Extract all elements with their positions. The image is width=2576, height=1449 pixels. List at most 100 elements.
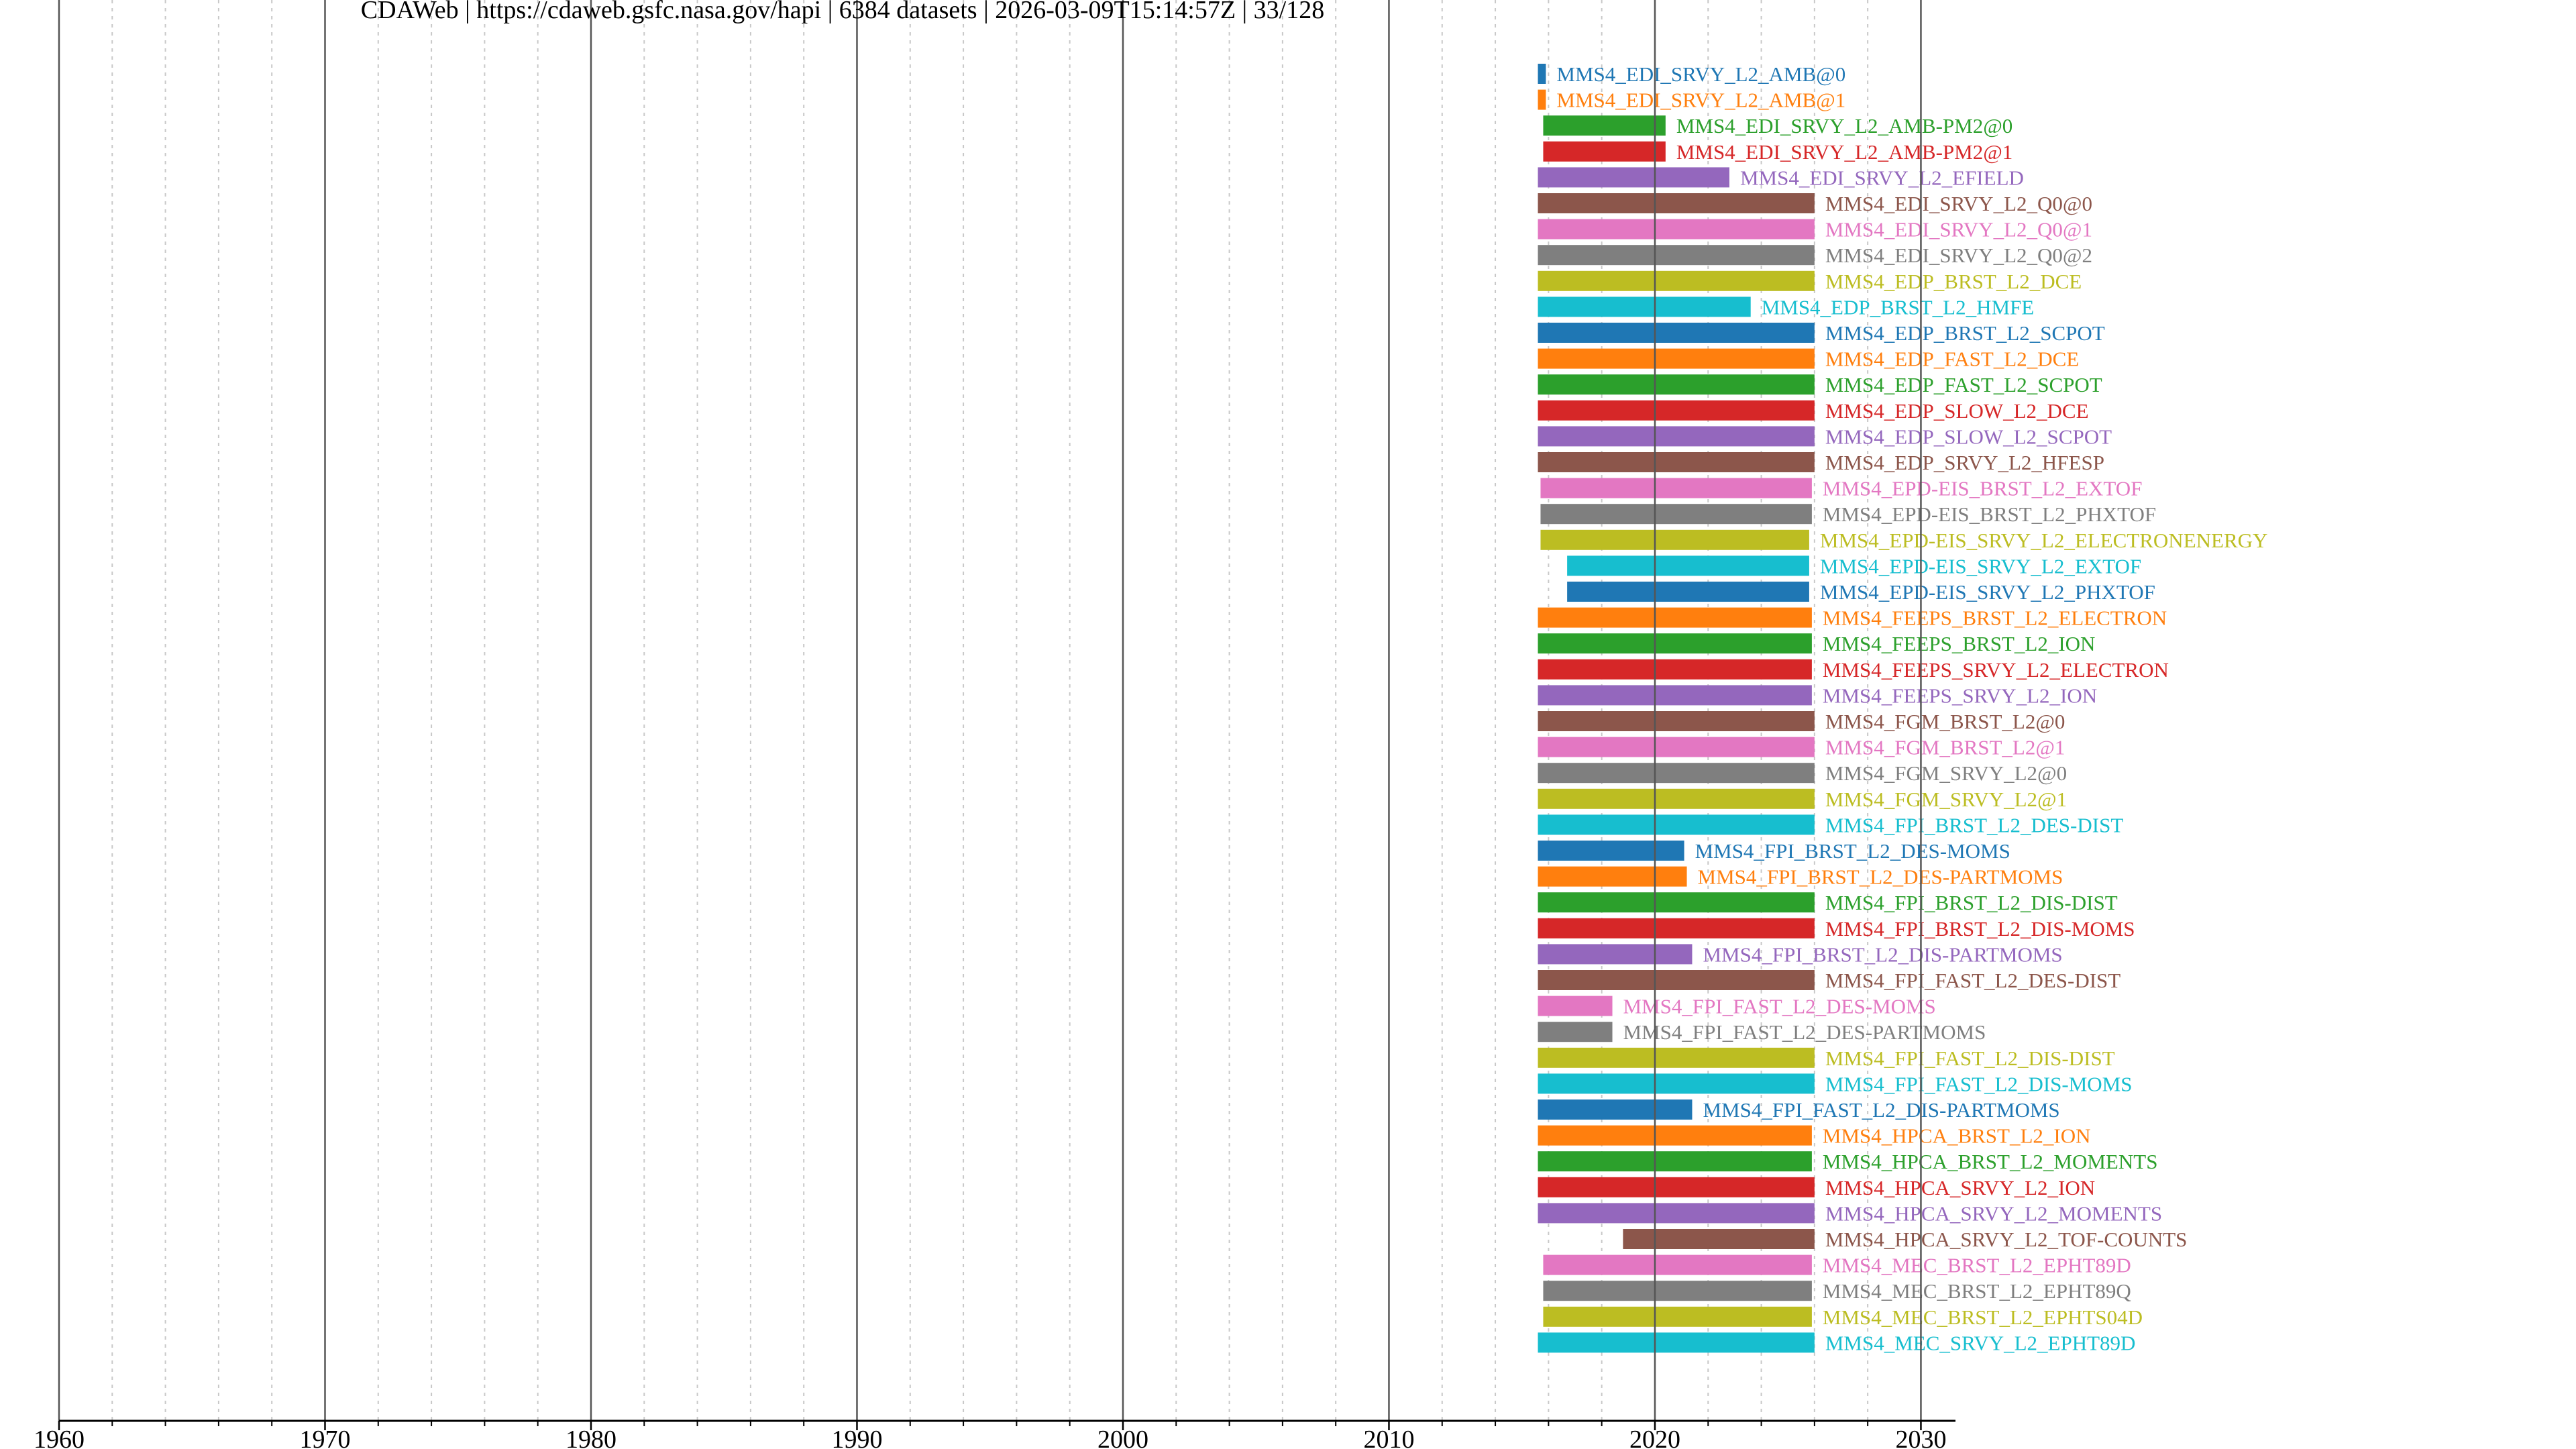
timeline-bar <box>1538 374 1815 395</box>
bar-label: MMS4_FPI_FAST_L2_DIS-DIST <box>1825 1046 2115 1070</box>
timeline-bar <box>1540 504 1812 525</box>
timeline-bar <box>1538 970 1815 990</box>
bar-labels: MMS4_EDI_SRVY_L2_AMB@0 MMS4_EDI_SRVY_L2_A… <box>1556 62 2267 1354</box>
timeline-bar <box>1538 711 1815 731</box>
timeline-bar <box>1538 737 1815 757</box>
bar-label: MMS4_MEC_BRST_L2_EPHTS04D <box>1823 1305 2143 1329</box>
bar-label: MMS4_FEEPS_BRST_L2_ION <box>1823 632 2096 655</box>
timeline-bar <box>1543 1306 1812 1327</box>
bar-label: MMS4_EDI_SRVY_L2_EFIELD <box>1740 166 2024 189</box>
timeline-bar <box>1538 89 1546 110</box>
bar-label: MMS4_FPI_FAST_L2_DIS-MOMS <box>1825 1072 2133 1095</box>
bar-label: MMS4_FPI_FAST_L2_DES-PARTMOMS <box>1623 1020 1986 1044</box>
timeline-bar <box>1538 866 1687 887</box>
timeline-bar <box>1540 478 1812 498</box>
x-tick-label: 2030 <box>1895 1426 1946 1449</box>
x-axis: 1960 1970 1980 1990 2000 2010 2020 2030 <box>34 0 1955 1449</box>
bar-label: MMS4_FGM_BRST_L2@1 <box>1825 736 2065 759</box>
bar-label: MMS4_EDP_FAST_L2_SCPOT <box>1825 373 2102 396</box>
timeline-bar <box>1543 1281 1812 1301</box>
timeline-bar <box>1538 841 1684 861</box>
timeline-bar <box>1538 167 1729 188</box>
timeline-bar <box>1538 1151 1812 1172</box>
bar-label: MMS4_FEEPS_BRST_L2_ELECTRON <box>1823 606 2167 630</box>
timeline-bar <box>1538 270 1815 291</box>
timeline-bar <box>1538 1203 1815 1224</box>
bar-label: MMS4_HPCA_SRVY_L2_TOF-COUNTS <box>1825 1228 2188 1251</box>
timeline-bar <box>1538 193 1815 213</box>
timeline-bar <box>1538 219 1815 239</box>
x-tick-label: 2010 <box>1363 1426 1414 1449</box>
timeline-bar <box>1543 1254 1812 1275</box>
timeline-bar <box>1538 297 1751 317</box>
bar-label: MMS4_FPI_BRST_L2_DIS-PARTMOMS <box>1703 943 2062 966</box>
timeline-bar <box>1538 607 1812 628</box>
bar-label: MMS4_EDI_SRVY_L2_Q0@2 <box>1825 244 2092 267</box>
bar-label: MMS4_EDP_SLOW_L2_DCE <box>1825 399 2089 423</box>
timeline-bar <box>1543 141 1666 162</box>
bar-label: MMS4_EPD-EIS_BRST_L2_EXTOF <box>1823 477 2143 500</box>
bar-label: MMS4_FPI_FAST_L2_DES-MOMS <box>1623 995 1936 1018</box>
timeline-bar <box>1538 685 1812 706</box>
bar-label: MMS4_FPI_FAST_L2_DIS-PARTMOMS <box>1703 1098 2059 1122</box>
timeline-bar <box>1538 918 1815 938</box>
bar-label: MMS4_EDI_SRVY_L2_Q0@0 <box>1825 192 2092 215</box>
bar-label: MMS4_EPD-EIS_BRST_L2_PHXTOF <box>1823 502 2156 526</box>
bar-label: MMS4_FPI_BRST_L2_DIS-MOMS <box>1825 917 2135 941</box>
timeline-bar <box>1538 659 1812 680</box>
bar-label: MMS4_MEC_SRVY_L2_EPHT89D <box>1825 1331 2136 1354</box>
chart-title: CDAWeb | https://cdaweb.gsfc.nasa.gov/ha… <box>361 0 1324 24</box>
timeline-bar <box>1538 1125 1812 1146</box>
bar-label: MMS4_FGM_BRST_L2@0 <box>1825 710 2065 733</box>
bar-label: MMS4_EDP_FAST_L2_DCE <box>1825 347 2079 371</box>
bars <box>1538 64 1815 1353</box>
timeline-bar <box>1567 582 1809 602</box>
bar-label: MMS4_EDI_SRVY_L2_AMB-PM2@0 <box>1676 114 2012 138</box>
bar-label: MMS4_EPD-EIS_SRVY_L2_ELECTRONENERGY <box>1820 529 2267 552</box>
bar-label: MMS4_EDI_SRVY_L2_Q0@1 <box>1825 218 2092 241</box>
timeline-bar <box>1538 426 1815 447</box>
bar-label: MMS4_FPI_BRST_L2_DES-MOMS <box>1695 839 2010 863</box>
bar-label: MMS4_HPCA_BRST_L2_ION <box>1823 1124 2091 1148</box>
timeline-bar <box>1538 452 1815 472</box>
timeline-bar <box>1623 1229 1815 1249</box>
bar-label: MMS4_EPD-EIS_SRVY_L2_EXTOF <box>1820 554 2141 578</box>
bar-label: MMS4_FPI_FAST_L2_DES-DIST <box>1825 969 2121 992</box>
bar-label: MMS4_HPCA_SRVY_L2_MOMENTS <box>1825 1201 2162 1225</box>
timeline-bar <box>1538 245 1815 266</box>
bar-label: MMS4_MEC_BRST_L2_EPHT89Q <box>1823 1279 2131 1303</box>
bar-label: MMS4_FEEPS_SRVY_L2_ION <box>1823 684 2097 707</box>
bar-label: MMS4_FPI_BRST_L2_DES-PARTMOMS <box>1698 865 2063 889</box>
bar-label: MMS4_EDP_BRST_L2_HMFE <box>1762 295 2035 319</box>
bar-label: MMS4_HPCA_BRST_L2_MOMENTS <box>1823 1150 2158 1173</box>
bar-label: MMS4_FPI_BRST_L2_DIS-DIST <box>1825 891 2118 914</box>
timeline-bar <box>1538 323 1815 343</box>
timeline-bar <box>1567 555 1809 576</box>
timeline-bar <box>1538 64 1546 84</box>
timeline-bar <box>1543 115 1666 136</box>
bar-label: MMS4_EDI_SRVY_L2_AMB@1 <box>1556 89 1845 112</box>
bar-label: MMS4_HPCA_SRVY_L2_ION <box>1825 1176 2095 1199</box>
bar-label: MMS4_FGM_SRVY_L2@0 <box>1825 761 2067 785</box>
timeline-bar <box>1538 944 1693 965</box>
timeline-bar <box>1538 1099 1693 1120</box>
x-tick-label: 1960 <box>34 1426 85 1449</box>
timeline-bar <box>1540 529 1809 550</box>
timeline-bar <box>1538 633 1812 654</box>
bar-label: MMS4_EDP_BRST_L2_DCE <box>1825 270 2082 293</box>
bar-label: MMS4_EDP_BRST_L2_SCPOT <box>1825 321 2105 345</box>
timeline-bar <box>1538 1022 1613 1042</box>
timeline-bar <box>1538 892 1815 913</box>
x-tick-label: 2020 <box>1629 1426 1680 1449</box>
timeline-bar <box>1538 788 1815 809</box>
timeline-bar <box>1538 1047 1815 1068</box>
timeline-bar <box>1538 1177 1815 1197</box>
bar-label: MMS4_EDI_SRVY_L2_AMB@0 <box>1556 62 1845 86</box>
x-tick-label: 1990 <box>831 1426 882 1449</box>
timeline-bar <box>1538 348 1815 369</box>
bar-label: MMS4_FPI_BRST_L2_DES-DIST <box>1825 813 2123 837</box>
bar-label: MMS4_EDI_SRVY_L2_AMB-PM2@1 <box>1676 140 2012 164</box>
bar-label: MMS4_EDP_SRVY_L2_HFESP <box>1825 451 2104 474</box>
